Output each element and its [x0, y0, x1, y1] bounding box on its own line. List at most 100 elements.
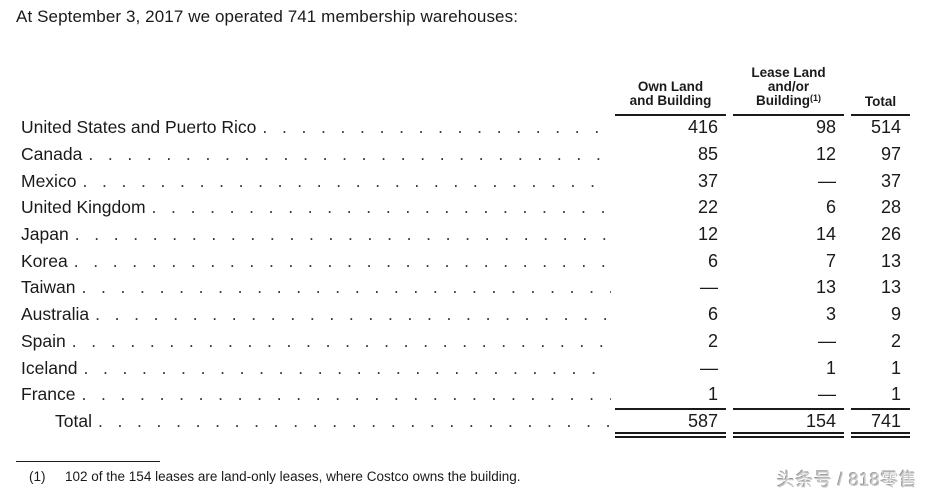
row-label: France: [21, 384, 76, 404]
cell-lease: —: [818, 171, 836, 191]
cell-total: 1: [890, 384, 901, 404]
row-label: Taiwan: [21, 277, 76, 297]
cell-lease: 13: [815, 277, 836, 297]
cell-lease: 98: [815, 117, 836, 137]
cell-lease: 14: [815, 224, 836, 244]
footnote-text: 102 of the 154 leases are land-only leas…: [65, 469, 521, 484]
leader-dots: . . . . . . . . . . . . . . . . . . . . …: [73, 251, 611, 271]
cell-total: 2: [890, 331, 901, 351]
header-lease-line2: and/or: [767, 79, 810, 94]
row-label: Total: [55, 411, 92, 431]
leader-dots: . . . . . . . . . . . . . . . . . . . . …: [71, 331, 611, 351]
header-own-line1: Own Land: [637, 79, 704, 94]
table-row: Iceland. . . . . . . . . . . . . . . . .…: [0, 356, 936, 383]
double-rule-lease-2: [733, 436, 844, 438]
leader-dots: . . . . . . . . . . . . . . . . . . . . …: [81, 384, 611, 404]
leader-dots: . . . . . . . . . . . . . . . . . . . . …: [88, 144, 611, 164]
table-row: Canada. . . . . . . . . . . . . . . . . …: [0, 142, 936, 169]
row-label: Iceland: [21, 358, 78, 378]
cell-own: —: [700, 277, 718, 297]
header-rule-total: [851, 114, 910, 116]
subtotal-rule-total: [851, 408, 910, 410]
header-lease-line3: Building(1): [733, 93, 844, 109]
leader-dots: . . . . . . . . . . . . . . . . . . . . …: [95, 304, 611, 324]
header-own-land-building: Own Land and Building: [615, 80, 726, 108]
table-row: Australia. . . . . . . . . . . . . . . .…: [0, 302, 936, 329]
subtotal-rule-lease: [733, 408, 844, 410]
cell-lease: 7: [825, 251, 836, 271]
cell-total: 9: [890, 304, 901, 324]
double-rule-total-2: [851, 436, 910, 438]
table-row: France. . . . . . . . . . . . . . . . . …: [0, 382, 936, 409]
cell-lease: 6: [825, 197, 836, 217]
intro-text: At September 3, 2017 we operated 741 mem…: [16, 7, 519, 26]
cell-total: 26: [880, 224, 901, 244]
header-rule-own: [615, 114, 726, 116]
header-lease-line3-text: Building: [756, 93, 810, 108]
cell-own: 22: [697, 197, 718, 217]
table-row: Taiwan. . . . . . . . . . . . . . . . . …: [0, 275, 936, 302]
row-label: United States and Puerto Rico: [21, 117, 257, 137]
row-label: Japan: [21, 224, 69, 244]
cell-total: 37: [880, 171, 901, 191]
cell-lease: 12: [815, 144, 836, 164]
cell-total: 1: [890, 358, 901, 378]
double-rule-own-1: [615, 432, 726, 434]
total-lease: 154: [805, 411, 836, 431]
row-label: Korea: [21, 251, 68, 271]
table-row: Spain. . . . . . . . . . . . . . . . . .…: [0, 329, 936, 356]
leader-dots: . . . . . . . . . . . . . . . . . . . . …: [82, 171, 611, 191]
cell-total: 28: [880, 197, 901, 217]
table-row: Mexico. . . . . . . . . . . . . . . . . …: [0, 169, 936, 196]
header-lease-land-building: Lease Land and/or Building(1): [733, 66, 844, 109]
double-rule-lease-1: [733, 432, 844, 434]
total-own: 587: [687, 411, 718, 431]
leader-dots: . . . . . . . . . . . . . . . . . . . . …: [83, 358, 611, 378]
row-label: Canada: [21, 144, 83, 164]
row-label: Spain: [21, 331, 66, 351]
cell-own: 2: [707, 331, 718, 351]
leader-dots: . . . . . . . . . . . . . . . . . . . . …: [262, 117, 611, 137]
table-row: Japan. . . . . . . . . . . . . . . . . .…: [0, 222, 936, 249]
footnote-divider: [16, 461, 160, 462]
cell-total: 97: [880, 144, 901, 164]
cell-total: 13: [880, 277, 901, 297]
cell-lease: 1: [825, 358, 836, 378]
leader-dots: . . . . . . . . . . . . . . . . . . . . …: [97, 411, 611, 431]
header-lease-line1: Lease Land: [751, 65, 826, 80]
row-label: Australia: [21, 304, 90, 324]
table-row: United States and Puerto Rico. . . . . .…: [0, 115, 936, 142]
footnote-mark: (1): [29, 469, 46, 484]
cell-total: 514: [870, 117, 901, 137]
cell-own: 37: [697, 171, 718, 191]
header-rule-lease: [733, 114, 844, 116]
watermark: 头条号 / 818零售: [777, 470, 918, 490]
cell-lease: —: [818, 331, 836, 351]
footnote-ref: (1): [810, 93, 821, 103]
total-row: Total. . . . . . . . . . . . . . . . . .…: [0, 409, 936, 436]
leader-dots: . . . . . . . . . . . . . . . . . . . . …: [81, 277, 611, 297]
footnote: (1) 102 of the 154 leases are land-only l…: [29, 469, 521, 484]
table-row: Korea. . . . . . . . . . . . . . . . . .…: [0, 249, 936, 276]
header-total: Total: [864, 94, 897, 109]
cell-own: 6: [707, 251, 718, 271]
leader-dots: . . . . . . . . . . . . . . . . . . . . …: [151, 197, 611, 217]
table-row: United Kingdom. . . . . . . . . . . . . …: [0, 195, 936, 222]
subtotal-rule-own: [615, 408, 726, 410]
total-total: 741: [870, 411, 901, 431]
row-label: Mexico: [21, 171, 77, 191]
cell-lease: —: [818, 384, 836, 404]
cell-total: 13: [880, 251, 901, 271]
cell-own: 6: [707, 304, 718, 324]
cell-own: —: [700, 358, 718, 378]
double-rule-own-2: [615, 436, 726, 438]
cell-own: 85: [697, 144, 718, 164]
header-own-line2: and Building: [629, 93, 712, 108]
leader-dots: . . . . . . . . . . . . . . . . . . . . …: [74, 224, 611, 244]
double-rule-total-1: [851, 432, 910, 434]
row-label: United Kingdom: [21, 197, 146, 217]
cell-lease: 3: [825, 304, 836, 324]
cell-own: 12: [697, 224, 718, 244]
cell-own: 1: [707, 384, 718, 404]
cell-own: 416: [687, 117, 718, 137]
